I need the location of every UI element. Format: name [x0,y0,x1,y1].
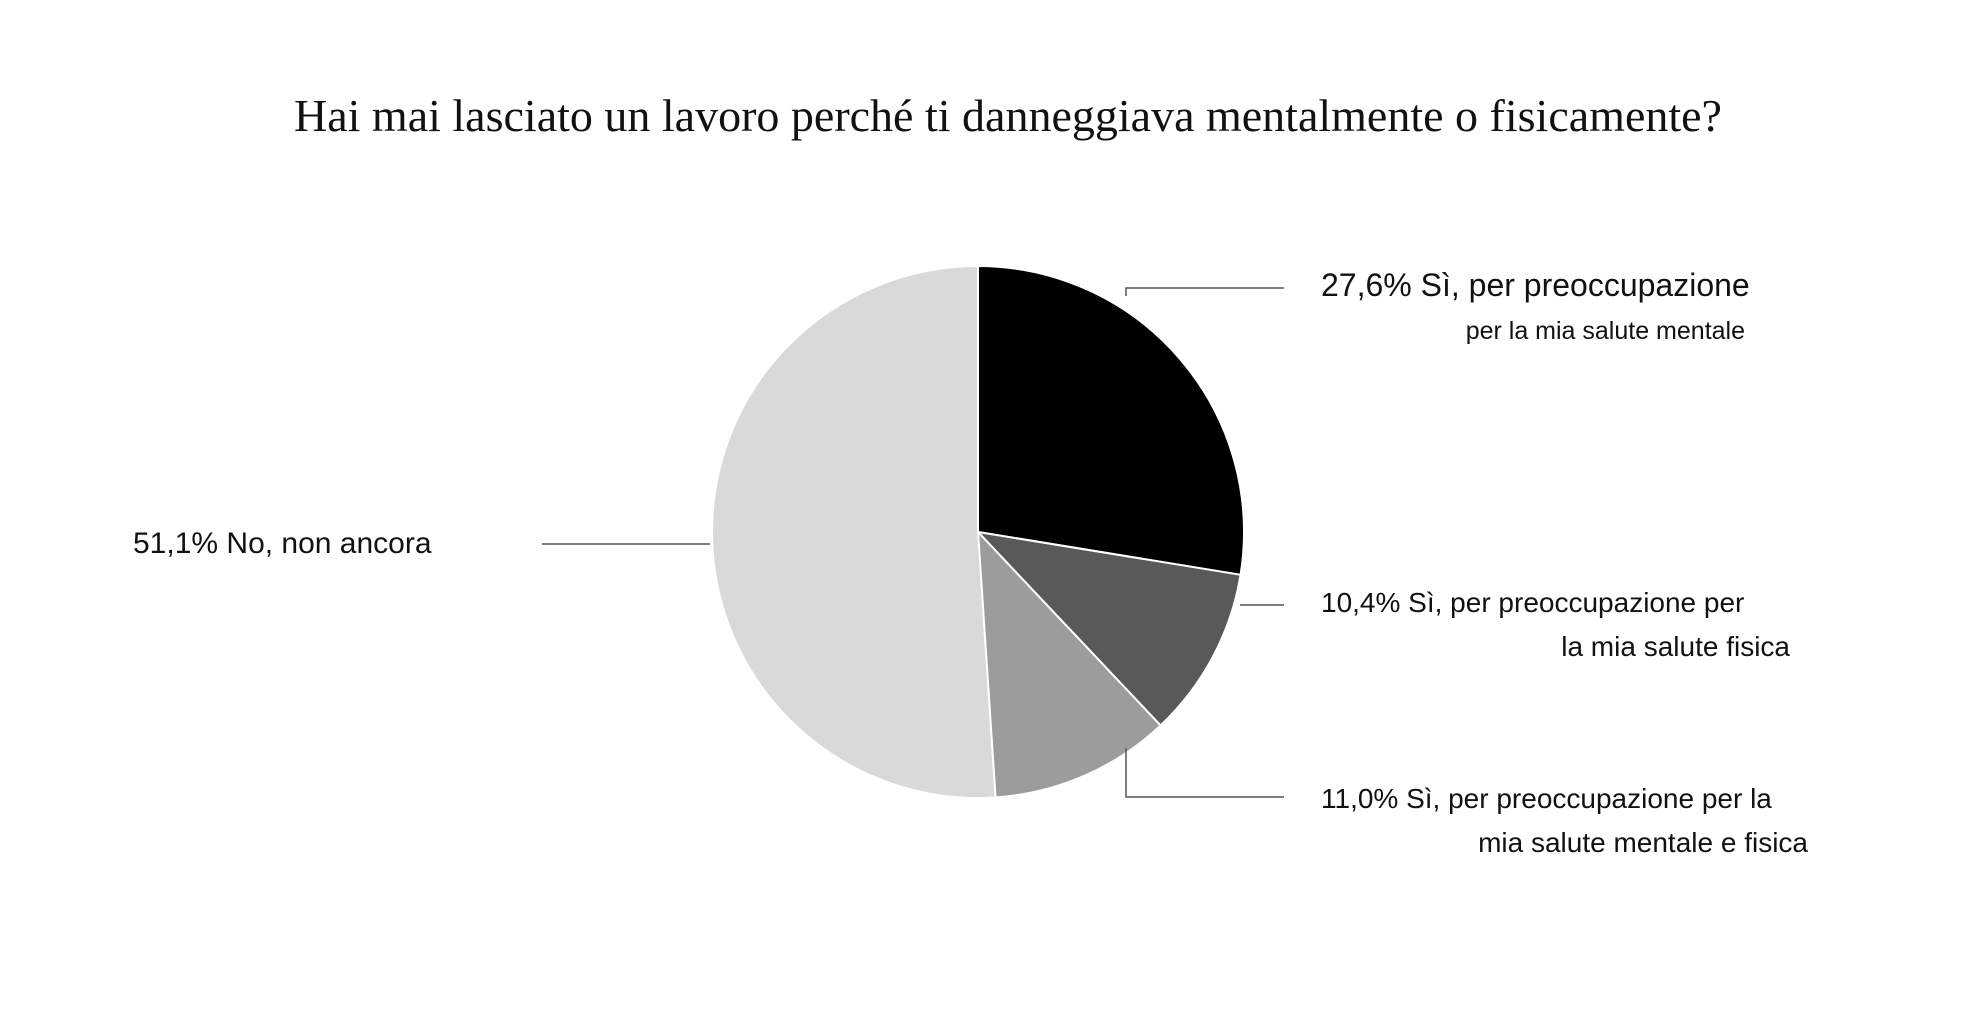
slice-label: 10,4% Sì, per preoccupazione per [1321,587,1744,618]
pie-slice [711,264,997,799]
chart-title: Hai mai lasciato un lavoro perché ti dan… [294,90,1722,141]
leader-line [1125,287,1284,296]
slice-label: per la mia salute mentale [1466,317,1745,345]
slice-label: mia salute mentale e fisica [1478,827,1808,858]
leader-line [1125,748,1284,798]
pie-slice [976,529,1162,799]
slice-labels: 27,6% Sì, per preoccupazione per la mia s… [133,267,1808,858]
slice-label: la mia salute fisica [1561,631,1790,662]
slice-label: 51,1% No, non ancora [133,527,432,560]
slice-label: 11,0% Sì, per preoccupazione per la [1321,783,1772,814]
pie-slice [977,264,1245,576]
slice-label: 27,6% Sì, per preoccupazione [1321,267,1750,303]
pie-slice [975,530,1242,727]
leader-lines [542,287,1284,798]
pie-slices [711,264,1245,799]
